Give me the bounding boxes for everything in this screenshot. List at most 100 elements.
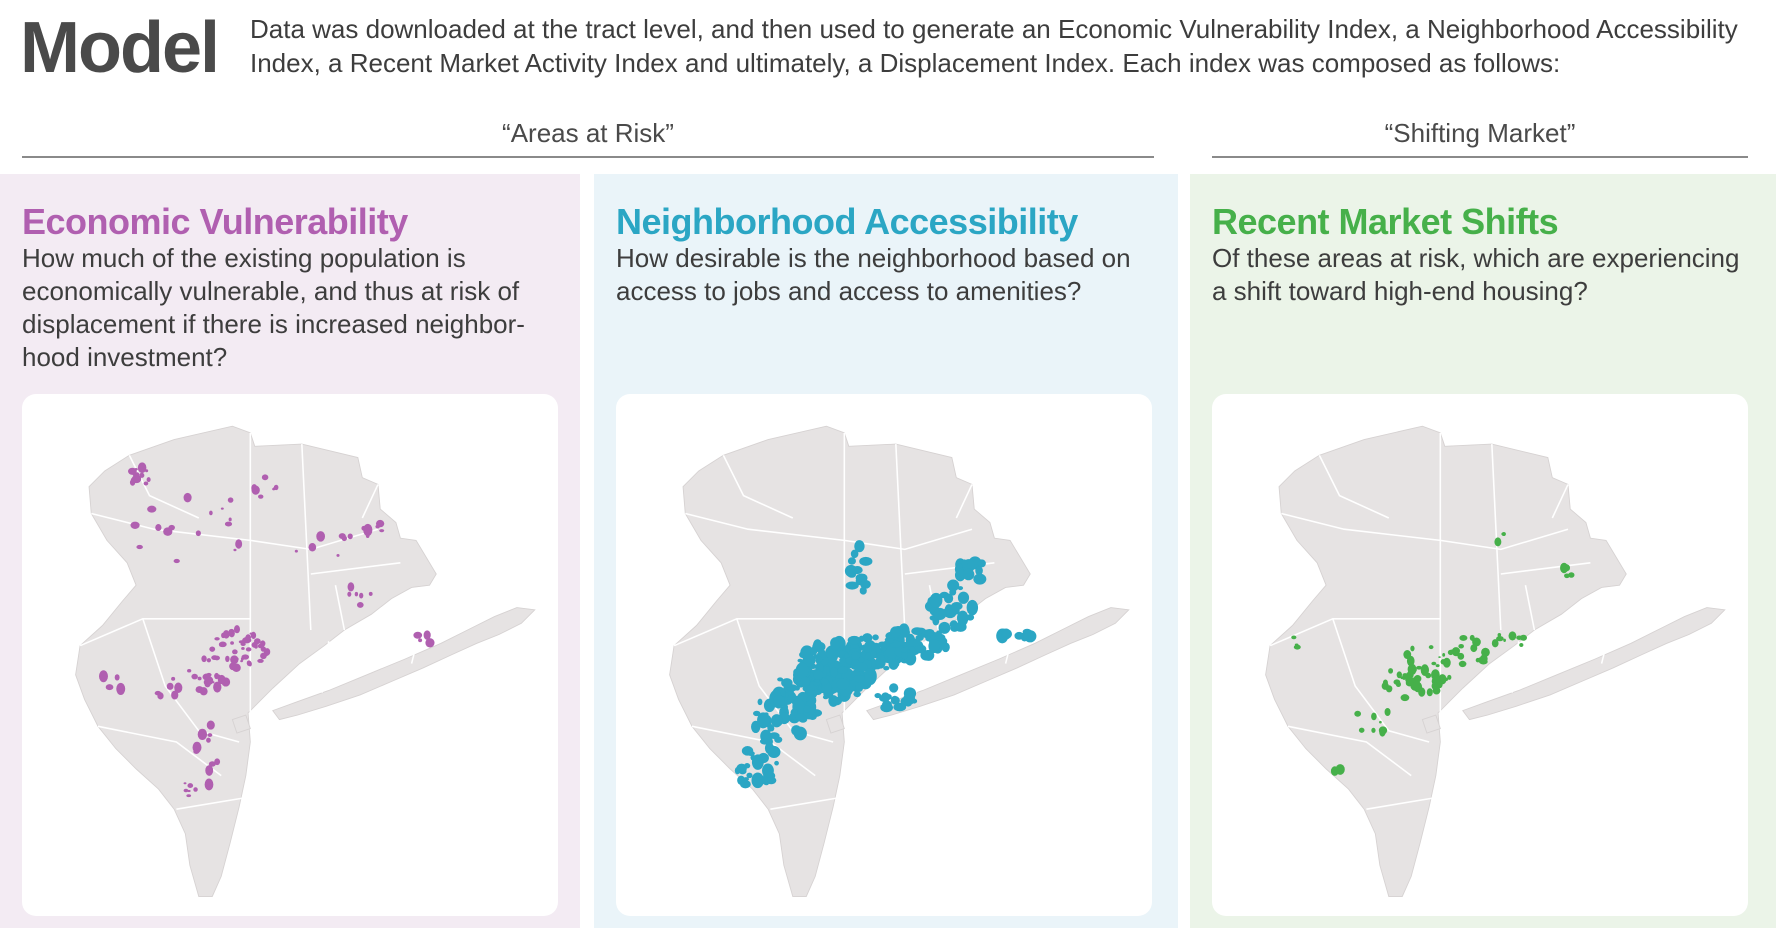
- tract-highlight: [923, 649, 935, 661]
- tract-highlight: [206, 737, 211, 743]
- page-title: Model: [20, 8, 220, 88]
- tract-highlight: [232, 663, 241, 672]
- county-border: [301, 444, 312, 631]
- tract-highlight: [836, 678, 850, 690]
- tract-highlight: [1442, 652, 1446, 657]
- county-border: [685, 512, 845, 542]
- tract-highlight: [1508, 631, 1517, 641]
- tract-highlight: [197, 676, 202, 681]
- county-border: [1332, 618, 1430, 743]
- tract-highlight: [859, 556, 873, 566]
- tract-highlight: [1411, 667, 1417, 672]
- group-rule-shifting-market: [1212, 156, 1748, 158]
- tract-highlight: [933, 607, 947, 621]
- tract-highlight: [1560, 562, 1569, 574]
- tract-highlight: [254, 638, 261, 645]
- region-land-shape: [825, 714, 845, 734]
- tract-highlight: [850, 549, 859, 559]
- tract-highlight: [1418, 687, 1426, 697]
- tract-highlight: [1441, 659, 1445, 664]
- county-border: [1318, 454, 1390, 519]
- tract-highlight: [251, 485, 260, 495]
- county-border: [321, 641, 330, 693]
- tract-highlight: [206, 720, 215, 730]
- tract-highlight: [762, 763, 774, 778]
- tract-highlight: [235, 539, 243, 549]
- tract-highlight: [1503, 638, 1506, 642]
- tract-highlight: [870, 650, 877, 659]
- tract-highlight: [1410, 682, 1416, 690]
- tract-highlight: [260, 646, 266, 652]
- tract-highlight: [1396, 671, 1403, 679]
- county-border: [736, 618, 834, 743]
- region-land-shape: [75, 425, 437, 898]
- panel-title-recent-market-shifts: Recent Market Shifts: [1212, 201, 1559, 242]
- tract-highlight: [147, 505, 157, 513]
- tract-highlight: [217, 674, 226, 685]
- panel-question-recent-market-shifts: Of these areas at risk, which are experi…: [1212, 243, 1740, 306]
- tract-highlight: [956, 610, 969, 626]
- panel-title-neighborhood-accessibility: Neighborhood Accessibility: [616, 201, 1078, 242]
- tract-highlight: [1293, 644, 1301, 650]
- county-border: [1287, 725, 1412, 777]
- tract-highlight: [1384, 707, 1391, 717]
- tract-highlight: [240, 642, 246, 647]
- tract-highlight: [139, 472, 145, 478]
- tract-highlight: [195, 530, 201, 537]
- tract-highlight: [197, 728, 208, 740]
- tract-highlight: [877, 641, 887, 648]
- tract-highlight: [795, 713, 807, 722]
- tract-highlight: [900, 647, 908, 653]
- tract-highlight: [1457, 652, 1465, 660]
- tract-highlight: [883, 665, 890, 671]
- tract-highlight: [1002, 629, 1012, 639]
- tract-highlight: [795, 662, 809, 679]
- county-border: [722, 454, 794, 519]
- tract-highlight: [904, 691, 915, 706]
- tract-highlight: [746, 772, 753, 779]
- tract-highlight: [354, 591, 359, 597]
- county-border: [1551, 484, 1569, 519]
- tract-highlight: [844, 644, 852, 652]
- tract-highlight: [880, 703, 894, 713]
- tract-highlight: [135, 472, 140, 478]
- tract-highlight: [1494, 537, 1502, 547]
- tract-highlight: [258, 494, 264, 499]
- tract-highlight: [166, 682, 174, 690]
- tract-highlight: [246, 660, 252, 666]
- tract-highlight: [794, 685, 800, 691]
- tract-highlight: [757, 712, 770, 729]
- tract-highlight: [1459, 635, 1468, 641]
- panel-neighborhood-accessibility: Neighborhood Accessibility How desirable…: [594, 174, 1178, 928]
- tract-highlight: [909, 638, 921, 648]
- tract-highlight: [759, 738, 770, 745]
- tract-highlight: [802, 654, 816, 667]
- tract-highlight: [787, 694, 795, 703]
- tract-highlight: [830, 666, 838, 678]
- tract-highlight: [957, 586, 964, 591]
- tract-highlight: [213, 655, 220, 661]
- tract-highlight: [935, 630, 943, 639]
- county-border: [1500, 562, 1591, 575]
- county-border: [770, 797, 838, 810]
- tract-highlight: [359, 592, 364, 599]
- tract-highlight: [241, 647, 245, 650]
- tract-highlight: [855, 681, 864, 692]
- tract-highlight: [347, 591, 352, 597]
- tract-highlight: [941, 642, 950, 653]
- tract-highlight: [232, 649, 238, 655]
- tract-highlight: [1431, 669, 1440, 681]
- tract-highlight: [128, 467, 137, 475]
- tract-highlight: [858, 635, 865, 642]
- tract-highlight: [257, 658, 264, 663]
- tract-highlight: [813, 669, 824, 680]
- tract-highlight: [874, 692, 882, 699]
- tract-highlight: [830, 639, 840, 651]
- tract-highlight: [821, 682, 832, 694]
- tract-highlight: [294, 549, 298, 553]
- tract-highlight: [872, 634, 879, 641]
- tract-highlight: [853, 675, 865, 683]
- tract-highlight: [187, 668, 192, 673]
- tract-highlight: [1458, 644, 1464, 649]
- tract-highlight: [1371, 712, 1377, 721]
